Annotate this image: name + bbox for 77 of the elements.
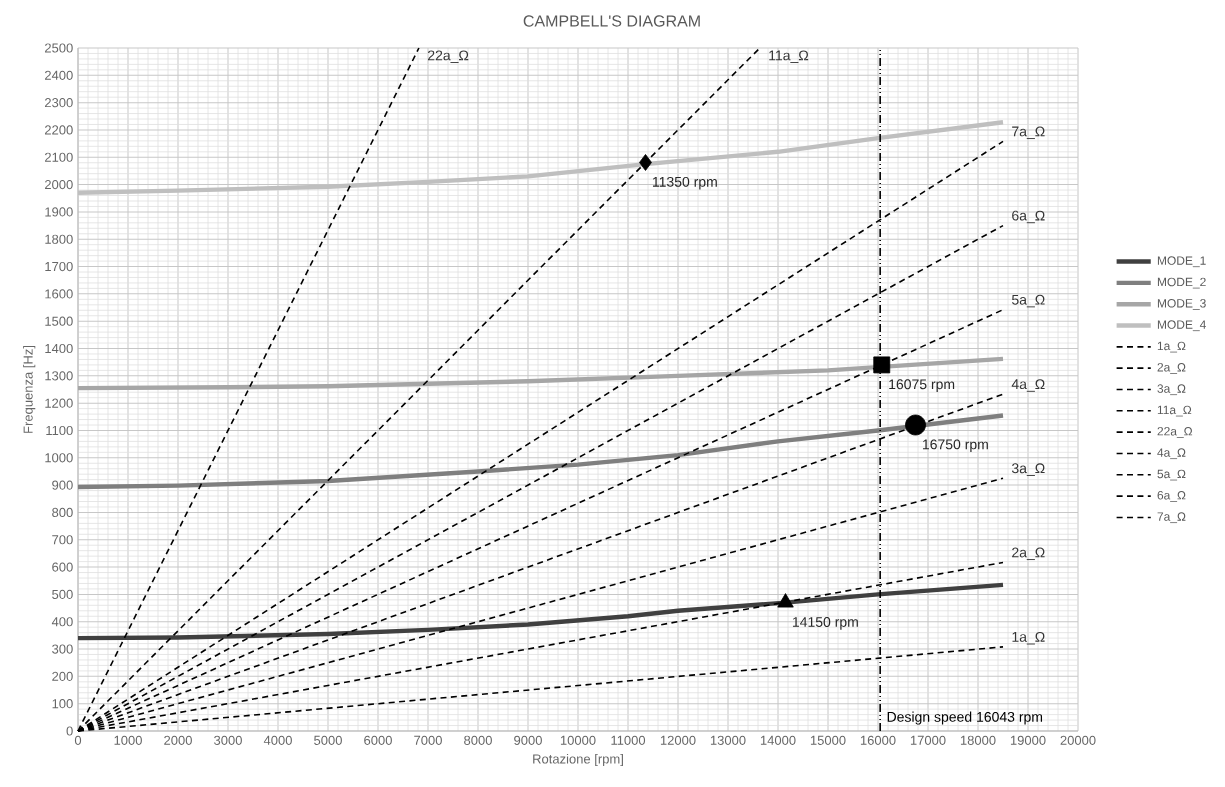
y-tick-label: 1100 (46, 425, 73, 436)
legend-label: MODE_1 (1157, 256, 1206, 268)
legend-label: 5a_Ω (1157, 469, 1186, 481)
x-tick-label: 12000 (660, 735, 696, 745)
y-tick-label: 1400 (45, 343, 73, 354)
x-tick-label: 17000 (910, 735, 946, 745)
x-tick-label: 20000 (1060, 735, 1096, 745)
annotation: 16075 rpm (889, 379, 955, 392)
annotation: 16750 rpm (922, 439, 988, 453)
x-axis-title: Rotazione [rpm] (533, 754, 623, 767)
y-tick-label: 2000 (45, 180, 73, 190)
annotation: 11350 rpm (652, 176, 717, 190)
y-axis-title: Frequenza [Hz] (23, 345, 36, 433)
y-tick-label: 700 (52, 535, 73, 545)
y-tick-label: 1000 (45, 453, 73, 463)
y-tick-label: 1800 (45, 234, 73, 244)
legend-label: 4a_Ω (1157, 448, 1186, 460)
text: 5a_Ω (1011, 294, 1045, 308)
legend-label: MODE_2 (1157, 277, 1206, 289)
y-tick-label: 1200 (45, 398, 73, 408)
y-tick-label: 2200 (45, 125, 73, 135)
x-tick-label: 2000 (164, 735, 192, 745)
y-tick-label: 900 (52, 480, 73, 490)
x-tick-label: 4000 (263, 735, 292, 745)
legend-label: 1a_Ω (1157, 341, 1186, 353)
text: 2a_Ω (1012, 547, 1045, 561)
x-tick-label: 10000 (560, 735, 596, 745)
x-tick-label: 19000 (1010, 735, 1046, 745)
text: 7a_Ω (1012, 126, 1045, 140)
y-tick-label: 200 (52, 671, 73, 681)
legend-label: 3a_Ω (1157, 384, 1186, 396)
x-tick-label: 7000 (414, 735, 442, 745)
x-tick-label: 1000 (114, 735, 142, 745)
legend-label: 11a_Ω (1157, 405, 1192, 417)
x-tick-label: 14000 (760, 735, 796, 745)
y-tick-label: 1700 (45, 261, 73, 272)
y-tick-label: 400 (51, 617, 73, 627)
y-tick-label: 1300 (45, 371, 73, 381)
y-tick-label: 1900 (45, 207, 73, 217)
text: 1a_Ω (1012, 631, 1045, 645)
text: 4a_Ω (1011, 379, 1045, 392)
legend-label: 22a_Ω (1157, 426, 1193, 438)
ref-line-label: Design speed 16043 rpm (887, 711, 1043, 725)
x-tick-label: 0 (74, 735, 82, 745)
x-tick-label: 9000 (514, 735, 542, 745)
annotation: 14150 rpm (792, 617, 858, 630)
x-tick-label: 3000 (214, 735, 242, 745)
text: 6a_Ω (1012, 210, 1045, 224)
y-tick-label: 1500 (45, 316, 73, 326)
text: 3a_Ω (1011, 463, 1045, 476)
text: 22a_Ω (428, 50, 469, 63)
x-tick-label: 18000 (960, 735, 996, 745)
y-tick-label: 2100 (45, 152, 73, 162)
x-tick-label: 5000 (314, 735, 342, 745)
x-tick-label: 11000 (611, 735, 646, 745)
legend-label: 6a_Ω (1157, 490, 1186, 502)
y-tick-label: 100 (52, 699, 73, 709)
y-tick-label: 1600 (45, 289, 73, 299)
y-tick-label: 500 (52, 589, 73, 599)
x-tick-label: 13000 (710, 735, 746, 745)
x-tick-label: 16000 (860, 735, 896, 745)
legend-label: MODE_4 (1157, 320, 1206, 332)
y-tick-label: 300 (52, 644, 73, 654)
y-tick-label: 2500 (45, 43, 73, 53)
y-tick-label: 2400 (45, 70, 73, 80)
text: 11a_Ω (769, 50, 809, 63)
chart-title: CAMPBELL'S DIAGRAM (523, 15, 700, 27)
y-tick-label: 0 (66, 726, 73, 736)
y-tick-label: 600 (52, 562, 73, 572)
y-tick-label: 2300 (45, 98, 73, 108)
legend-label: 7a_Ω (1157, 512, 1186, 524)
x-tick-label: 15000 (810, 735, 846, 745)
y-tick-label: 800 (52, 507, 73, 518)
legend-label: MODE_3 (1157, 299, 1206, 310)
x-tick-label: 8000 (464, 735, 492, 745)
x-tick-label: 6000 (364, 735, 392, 745)
legend-label: 2a_Ω (1157, 363, 1186, 374)
